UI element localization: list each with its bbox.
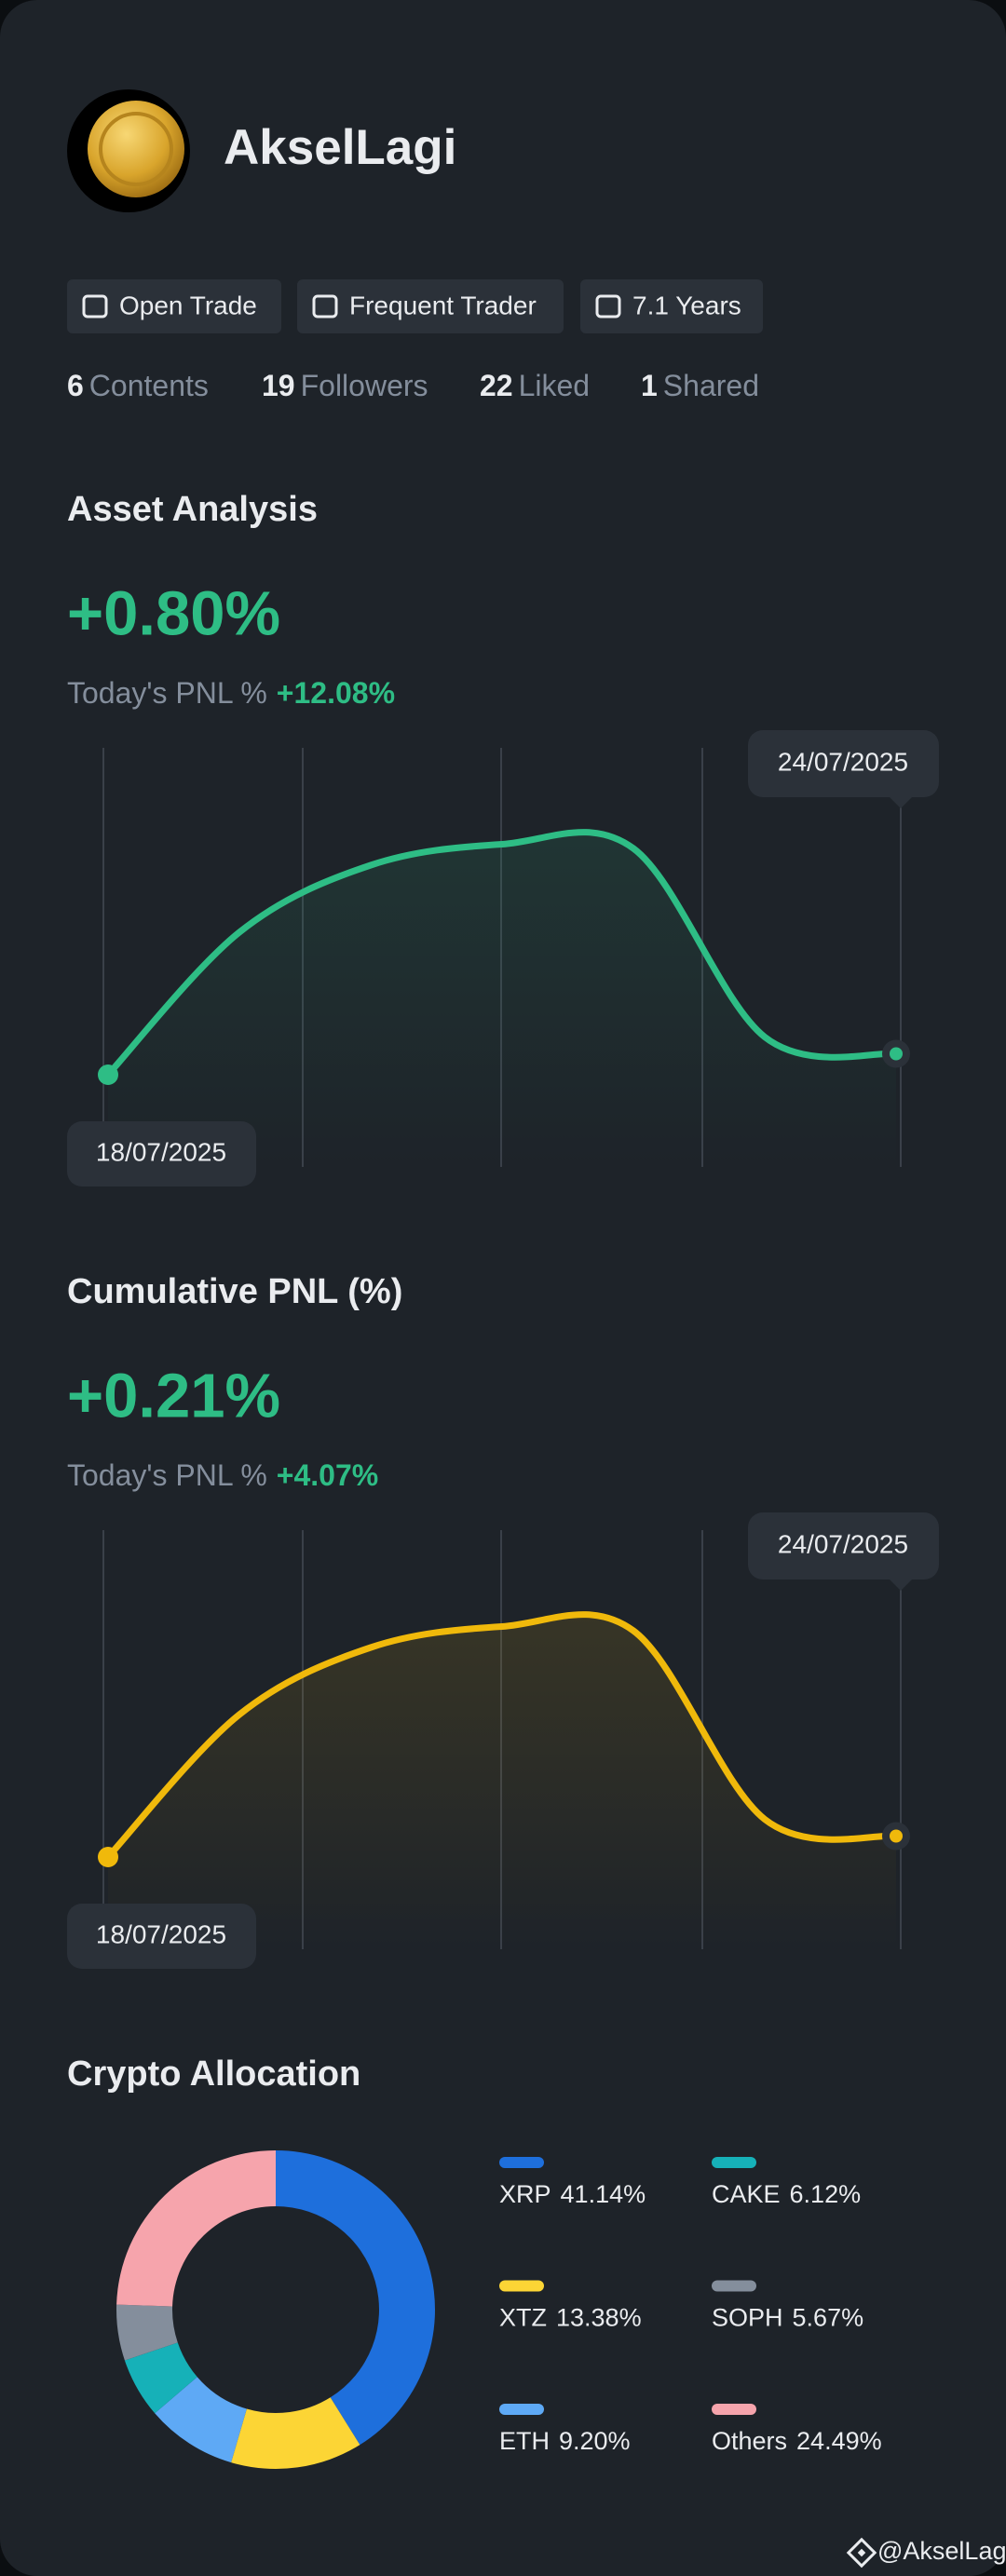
badge-label: 7.1 Years [632, 291, 741, 319]
legend-name: XRP [499, 2180, 551, 2208]
start-point [98, 1064, 118, 1085]
legend-value: 24.49% [796, 2427, 882, 2455]
badge-label: Frequent Trader [349, 291, 537, 319]
badge-icon [82, 294, 108, 319]
end-date: 24/07/2025 [778, 747, 908, 776]
start-point [98, 1847, 118, 1867]
start-date: 18/07/2025 [96, 1919, 226, 1948]
end-point [882, 1822, 910, 1851]
subtitle-value: +4.07% [277, 1458, 378, 1492]
line-area [108, 1614, 896, 1949]
stat-count: 19 [262, 369, 295, 402]
donut-segment [124, 2342, 197, 2414]
donut-segment [116, 2150, 276, 2307]
end-point [882, 1039, 910, 1068]
legend-name: Others [712, 2427, 787, 2455]
start-date-box [67, 1904, 256, 1969]
section-title: Cumulative PNL (%) [67, 1272, 402, 1311]
start-date-box [67, 1121, 256, 1186]
legend-entry: CAKE 6.12% [712, 2180, 861, 2208]
section-title: Crypto Allocation [67, 2054, 360, 2094]
watermark-text: @AkselLagi [877, 2537, 1006, 2565]
donut-segment [231, 2397, 360, 2470]
legend-entry: ETH 9.20% [499, 2427, 631, 2455]
stat-count: 22 [480, 369, 513, 402]
legend-entry: XTZ 13.38% [499, 2304, 642, 2332]
section-title: Asset Analysis [67, 490, 318, 529]
stat: 1 Shared [641, 369, 759, 402]
subtitle: Today's PNL % +12.08% [67, 676, 395, 710]
legend-entry: XRP 41.14% [499, 2180, 646, 2208]
line [104, 1611, 900, 1861]
avatar [67, 89, 190, 212]
legend-name: ETH [499, 2427, 550, 2455]
subtitle-label: Today's PNL % [67, 1458, 267, 1492]
stat: 19 Followers [262, 369, 428, 402]
subtitle-label: Today's PNL % [67, 676, 267, 710]
end-date-box [748, 1512, 939, 1579]
subtitle: Today's PNL % +4.07% [67, 1458, 378, 1492]
end-date-pointer [890, 1579, 912, 1591]
headline-value: +0.80% [67, 579, 280, 649]
donut-segment [276, 2150, 435, 2446]
end-date: 24/07/2025 [778, 1529, 908, 1558]
legend-swatch [712, 2404, 756, 2415]
end-date-pointer [890, 797, 912, 808]
line [104, 829, 900, 1078]
stat-label: Liked [519, 369, 591, 402]
legend-entry: SOPH 5.67% [712, 2304, 863, 2332]
legend-value: 6.12% [790, 2180, 862, 2208]
stats: 6 Contents 19 Followers 22 Liked 1 Shared [67, 369, 759, 402]
subtitle-value: +12.08% [277, 676, 395, 710]
line-area [108, 832, 896, 1167]
legend-value: 13.38% [556, 2304, 642, 2332]
badge-background [67, 279, 281, 333]
start-date: 18/07/2025 [96, 1137, 226, 1166]
stat-label: Shared [663, 369, 759, 402]
badge-icon [312, 294, 338, 319]
badges: Open Trade Frequent Trader 7.1 Years [67, 279, 763, 333]
legend-value: 41.14% [561, 2180, 646, 2208]
legend-name: XTZ [499, 2304, 547, 2332]
stat-count: 1 [641, 369, 658, 402]
legend-entry: Others 24.49% [712, 2427, 882, 2455]
legend-swatch [499, 2280, 544, 2292]
legend-swatch [712, 2280, 756, 2292]
legend-name: SOPH [712, 2304, 783, 2332]
legend-swatch [499, 2157, 544, 2168]
badge-background [297, 279, 564, 333]
stat-label: Contents [89, 369, 209, 402]
legend-swatch [712, 2157, 756, 2168]
badge-label: Open Trade [119, 291, 257, 319]
legend-swatch [499, 2404, 544, 2415]
avatar-coin-rim [99, 112, 173, 186]
charts: Asset Analysis +0.80% Today's PNL % +12.08%… [67, 490, 939, 2470]
badge-icon [595, 294, 621, 319]
donut-segment [116, 2304, 178, 2361]
donut-segment [155, 2377, 247, 2463]
legend-name: CAKE [712, 2180, 781, 2208]
end-date-box [748, 730, 939, 797]
badge-background [580, 279, 763, 333]
stat: 6 Contents [67, 369, 209, 402]
stat: 22 Liked [480, 369, 590, 402]
legend-value: 5.67% [793, 2304, 864, 2332]
legend-value: 9.20% [559, 2427, 631, 2455]
headline-value: +0.21% [67, 1362, 280, 1431]
stat-count: 6 [67, 369, 84, 402]
stat-label: Followers [301, 369, 428, 402]
profile-name: AkselLagi [224, 120, 456, 175]
